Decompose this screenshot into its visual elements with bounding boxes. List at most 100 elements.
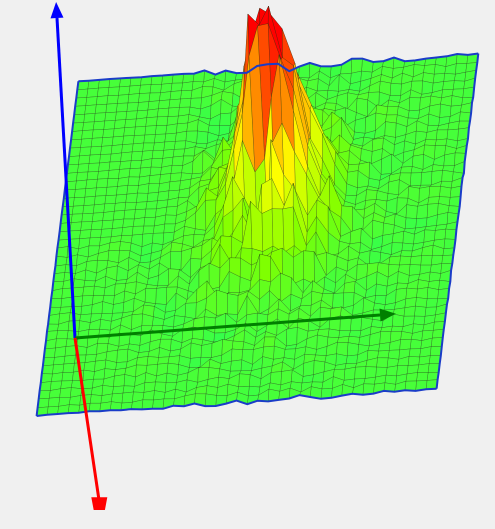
surface-facet	[127, 93, 140, 104]
surface-facet	[84, 104, 97, 115]
surface-facet	[88, 403, 102, 412]
surface-facet	[127, 176, 140, 186]
surface-facet	[350, 317, 362, 331]
surface-facet	[70, 213, 83, 223]
surface-facet	[165, 123, 178, 135]
surface-facet	[86, 87, 99, 98]
surface-facet	[179, 98, 192, 108]
surface-facet	[102, 210, 115, 221]
surface-facet	[115, 194, 128, 204]
surface-facet	[205, 385, 218, 396]
surface-facet	[404, 217, 417, 230]
surface-facet	[159, 91, 172, 101]
surface-facet	[112, 385, 125, 395]
surface-boundary-edge	[435, 53, 480, 389]
surface-facet	[51, 372, 64, 382]
surface-facet	[79, 146, 92, 157]
surface-facet	[95, 187, 108, 197]
surface-facet	[116, 102, 129, 113]
surface-facet	[377, 350, 390, 359]
surface-facet	[126, 102, 139, 112]
surface-facet	[155, 287, 167, 305]
surface-facet	[97, 87, 110, 97]
surface-facet	[150, 158, 163, 168]
surface-facet	[136, 192, 149, 203]
surface-facet	[168, 98, 181, 109]
surface-facet	[410, 339, 422, 350]
surface-facet	[453, 80, 466, 90]
surface-facet	[158, 99, 171, 109]
surface-facet	[96, 178, 109, 189]
surface-facet	[407, 109, 420, 119]
surface-facet	[113, 210, 125, 221]
surface-facet	[303, 250, 315, 285]
surface-facet	[425, 298, 438, 308]
surface-facet	[116, 185, 129, 196]
surface-facet	[163, 141, 176, 151]
surface-facet	[439, 186, 452, 198]
surface-facet	[167, 107, 180, 117]
surface-facet	[152, 141, 166, 151]
surface-facet	[409, 264, 421, 276]
surface-facet	[87, 162, 100, 173]
surface-facet	[420, 255, 433, 266]
surface-facet	[115, 111, 127, 121]
surface-facet	[443, 152, 456, 167]
surface-facet	[92, 120, 105, 131]
surface-facet	[227, 293, 239, 315]
surface-facet	[106, 178, 119, 188]
surface-facet	[155, 125, 168, 135]
surface-facet	[79, 229, 92, 239]
surface-facet	[426, 287, 439, 299]
surface-facet	[156, 116, 169, 126]
surface-facet	[106, 95, 119, 105]
surface-facet	[92, 203, 105, 214]
surface-facet	[436, 129, 449, 141]
surface-facet	[99, 319, 112, 331]
surface-facet	[416, 372, 429, 382]
surface-facet	[118, 85, 131, 96]
surface-facet	[80, 138, 93, 148]
surface-facet	[415, 297, 428, 308]
surface-facet	[392, 313, 405, 327]
surface-facet	[117, 94, 130, 104]
surface-facet	[145, 200, 158, 210]
surface-facet	[429, 263, 442, 274]
surface-facet	[132, 225, 145, 236]
x-axis-head	[91, 497, 108, 510]
surface-facet	[82, 121, 95, 131]
surface-facet	[387, 349, 400, 360]
surface-facet	[104, 111, 117, 122]
surface-facet	[80, 221, 93, 231]
surface-facet	[443, 73, 456, 82]
surface-facet	[190, 342, 202, 359]
surface-facet	[405, 287, 418, 300]
surface-facet	[119, 160, 132, 170]
surface-facet	[263, 336, 276, 348]
surface-facet	[428, 271, 442, 282]
surface-facet	[157, 107, 170, 118]
surface-facet	[400, 250, 413, 257]
surface-facet	[142, 225, 155, 235]
surface-facet	[379, 331, 392, 345]
surface-facet	[248, 386, 261, 397]
surface-facet	[104, 194, 117, 205]
surface-facet	[261, 178, 273, 214]
surface-facet	[84, 187, 97, 198]
surface-facet	[405, 204, 418, 219]
surface-facet	[399, 339, 412, 351]
surface-facet	[91, 129, 104, 139]
y-axis-line	[74, 313, 381, 340]
surface-facet	[117, 176, 130, 187]
surface-facet	[111, 218, 125, 229]
surface-facet	[146, 192, 159, 202]
surface-facet	[103, 120, 116, 130]
surface-facet	[389, 83, 402, 96]
surface-facet	[121, 143, 134, 154]
surface-facet	[424, 139, 437, 146]
surface-facet	[153, 390, 166, 401]
surface-facet	[126, 185, 139, 195]
surface-facet	[111, 392, 124, 404]
